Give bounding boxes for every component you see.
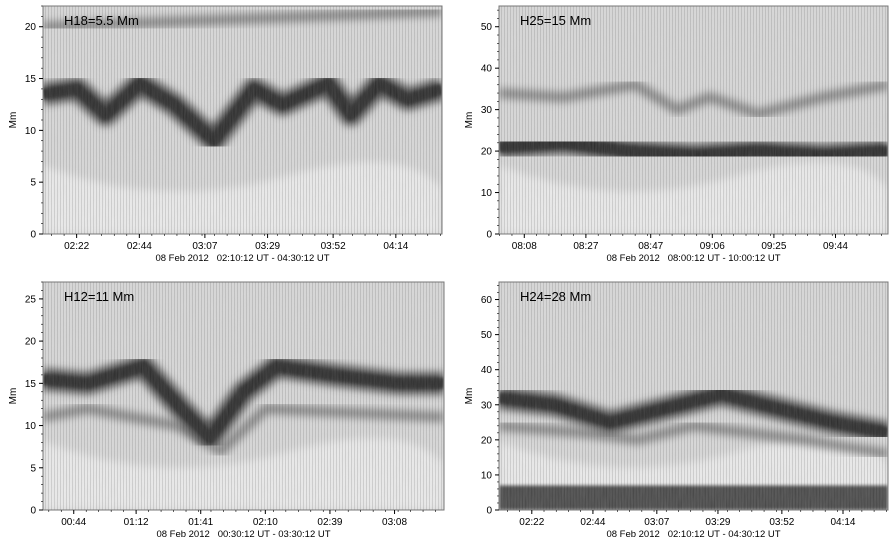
x-tick-label: 03:52: [769, 517, 794, 528]
y-tick-label: 0: [30, 506, 36, 517]
heatmap-image: [499, 6, 888, 234]
y-axis-label: Mm: [464, 388, 475, 405]
panel-bottom-left: 0 5 10 15 20 25 00:44 01:12 01:41 02:10 02:39 03:08…: [8, 281, 445, 540]
y-tick-label: 50: [481, 330, 493, 341]
y-tick-label: 10: [25, 421, 37, 432]
panel-top-left: 0 5 10 15 20 02:22 02:44 03:07 03:29 03:52 04:14 Mm…: [8, 5, 443, 264]
y-tick-label: 20: [25, 22, 37, 33]
y-tick-label: 15: [25, 379, 37, 390]
time-range-label: 08 Feb 2012 02:10:12 UT - 04:30:12 UT: [155, 253, 329, 264]
y-axis-label: Mm: [8, 112, 19, 129]
x-tick-label: 03:29: [255, 241, 280, 252]
noise-texture: [499, 282, 888, 510]
y-tick-label: 0: [30, 230, 36, 241]
x-tick-label: 03:29: [705, 517, 730, 528]
y-tick-label: 5: [30, 463, 36, 474]
x-tick-label: 09:44: [823, 241, 848, 252]
noise-texture: [43, 282, 444, 510]
y-tick-label: 30: [481, 105, 493, 116]
x-tick-label: 08:08: [512, 241, 537, 252]
x-tick-label: 00:44: [61, 517, 86, 528]
heatmap-image: [43, 6, 442, 234]
x-tick-label: 01:41: [188, 517, 213, 528]
y-tick-label: 10: [481, 470, 493, 481]
x-tick-label: 02:39: [317, 517, 342, 528]
panel-title: H25=15 Mm: [520, 13, 591, 28]
time-range-label: 08 Feb 2012 02:10:12 UT - 04:30:12 UT: [606, 529, 780, 540]
panel-top-right: 0 10 20 30 40 50 08:08 08:27 08:47 09:06 09:25 09:4…: [464, 5, 889, 264]
noise-texture: [43, 6, 442, 234]
x-tick-label: 03:07: [192, 241, 217, 252]
x-tick-label: 08:47: [638, 241, 663, 252]
x-tick-label: 04:14: [830, 517, 855, 528]
x-tick-label: 02:10: [253, 517, 278, 528]
y-tick-label: 50: [481, 22, 493, 33]
y-tick-label: 10: [25, 126, 37, 137]
y-tick-label: 0: [486, 506, 492, 517]
x-tick-label: 04:14: [383, 241, 408, 252]
y-tick-label: 0: [486, 230, 492, 241]
plot-frame: [498, 5, 889, 235]
y-tick-label: 25: [25, 294, 37, 305]
x-tick-label: 02:44: [580, 517, 605, 528]
x-tick-label: 02:44: [127, 241, 152, 252]
x-tick-label: 03:08: [382, 517, 407, 528]
x-tick-label: 09:25: [761, 241, 786, 252]
x-tick-label: 02:22: [64, 241, 89, 252]
heatmap-image: [43, 282, 444, 510]
y-tick-label: 10: [481, 188, 493, 199]
y-tick-label: 60: [481, 295, 493, 306]
plot-frame: [498, 281, 889, 511]
y-tick-label: 15: [25, 74, 37, 85]
panel-title: H24=28 Mm: [520, 289, 591, 304]
y-tick-label: 20: [481, 147, 493, 158]
y-tick-label: 40: [481, 365, 493, 376]
y-axis-label: Mm: [464, 112, 475, 129]
y-tick-label: 30: [481, 400, 493, 411]
y-tick-label: 40: [481, 64, 493, 75]
y-tick-label: 5: [30, 178, 36, 189]
time-range-label: 08 Feb 2012 08:00:12 UT - 10:00:12 UT: [606, 253, 780, 264]
x-tick-label: 09:06: [700, 241, 725, 252]
x-tick-label: 02:22: [519, 517, 544, 528]
y-axis-label: Mm: [8, 388, 19, 405]
heatmap-image: [499, 282, 888, 510]
panel-bottom-right: 0 10 20 30 40 50 60 02:22 02:44 03:07 03:29 03:52 04…: [464, 281, 889, 540]
y-tick-label: 20: [25, 337, 37, 348]
x-tick-label: 08:27: [573, 241, 598, 252]
y-tick-label: 20: [481, 435, 493, 446]
x-tick-label: 03:52: [321, 241, 346, 252]
x-tick-label: 03:07: [644, 517, 669, 528]
panel-title: H18=5.5 Mm: [64, 13, 139, 28]
plot-frame: [42, 281, 445, 511]
x-tick-label: 01:12: [124, 517, 149, 528]
time-range-label: 08 Feb 2012 00:30:12 UT - 03:30:12 UT: [156, 529, 330, 540]
panel-title: H12=11 Mm: [64, 289, 134, 304]
noise-texture: [499, 6, 888, 234]
